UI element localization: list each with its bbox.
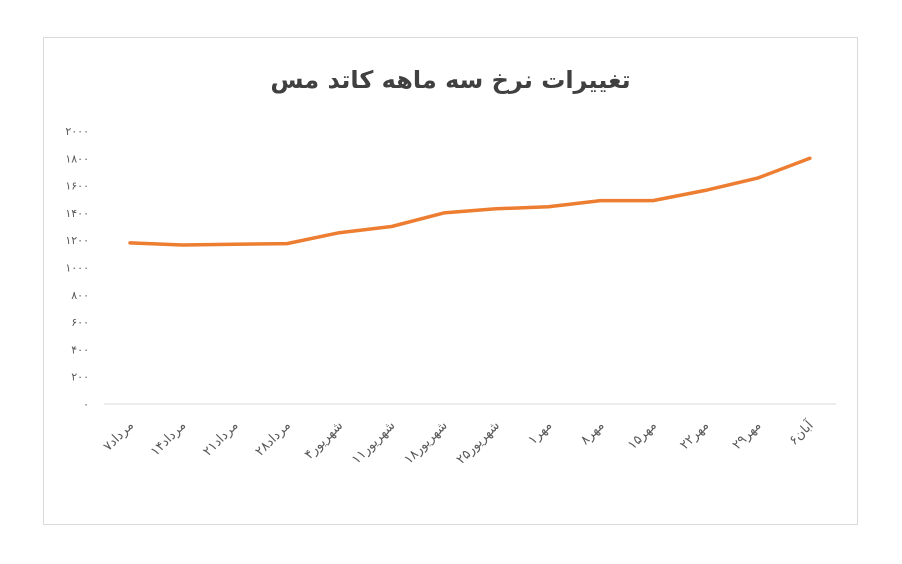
chart-frame: تغییرات نرخ سه ماهه کاتد مس ۰ ۲۰۰ ۴۰۰ ۶۰۰ ۸۰… — [43, 37, 858, 525]
y-axis-ticks: ۰ ۲۰۰ ۴۰۰ ۶۰۰ ۸۰۰ ۱۰۰۰ ۱۲۰۰ ۱۴۰۰ ۱۶۰۰ ۱۸۰۰ ۲۰۰۰ — [65, 125, 89, 411]
series-line — [128, 156, 812, 247]
x-tick-label: ۱۸شهریور — [401, 418, 450, 467]
x-tick-label: ۴شهریور — [302, 418, 346, 462]
x-tick-label: ۲۵شهریور — [454, 418, 503, 467]
y-tick-label: ۶۰۰ — [71, 316, 89, 329]
x-tick-label: ۱۵مهر — [625, 418, 660, 453]
x-tick-label: ۷مرداد — [101, 418, 137, 454]
x-tick-label: ۲۸مرداد — [253, 418, 294, 459]
x-tick-label: ۸مهر — [578, 418, 608, 448]
y-tick-label: ۲۰۰۰ — [65, 125, 89, 138]
y-tick-label: ۲۰۰ — [71, 371, 89, 384]
x-tick-label: ۶آبان — [785, 416, 818, 449]
y-tick-label: ۱۰۰۰ — [65, 262, 89, 275]
series-layer — [128, 156, 812, 247]
x-tick-label: ۲۱مرداد — [200, 418, 241, 459]
y-tick-label: ۱۶۰۰ — [65, 180, 89, 193]
x-tick-label: ۲۹مهر — [730, 418, 765, 453]
line-chart: ۰ ۲۰۰ ۴۰۰ ۶۰۰ ۸۰۰ ۱۰۰۰ ۱۲۰۰ ۱۴۰۰ ۱۶۰۰ ۱۸۰۰ ۲۰۰۰ ۷م… — [65, 125, 836, 468]
y-tick-label: ۱۲۰۰ — [65, 234, 89, 247]
y-tick-label: ۱۸۰۰ — [65, 152, 89, 165]
x-tick-label: ۱۴مرداد — [148, 418, 189, 459]
x-tick-label: ۱مهر — [525, 418, 555, 448]
y-tick-label: ۰ — [83, 398, 89, 411]
y-tick-label: ۸۰۰ — [71, 289, 89, 302]
x-tick-label: ۱۱شهریور — [349, 418, 398, 467]
chart-title: تغییرات نرخ سه ماهه کاتد مس — [270, 66, 631, 94]
y-tick-label: ۴۰۰ — [71, 343, 89, 356]
y-tick-label: ۱۴۰۰ — [65, 207, 89, 220]
x-tick-label: ۲۲مهر — [677, 418, 712, 453]
